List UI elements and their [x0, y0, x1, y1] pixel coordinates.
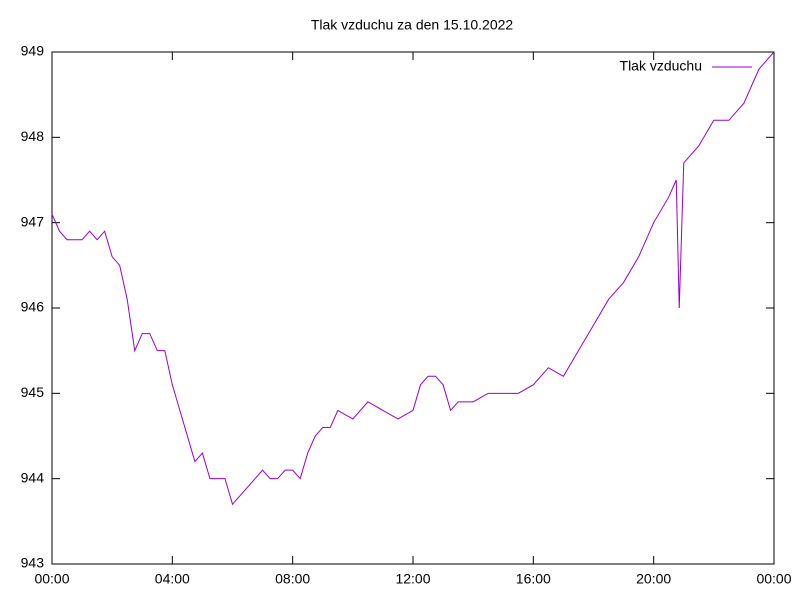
y-tick-label: 948 — [21, 128, 45, 144]
y-tick-label: 943 — [21, 555, 45, 571]
x-tick-label: 20:00 — [636, 571, 671, 587]
x-tick-label: 00:00 — [34, 571, 69, 587]
plot-border — [51, 51, 775, 565]
x-tick-label: 12:00 — [395, 571, 430, 587]
data-line — [51, 51, 775, 506]
x-tick-label: 16:00 — [516, 571, 551, 587]
y-tick-label: 945 — [21, 384, 45, 400]
y-tick-label: 947 — [21, 213, 45, 229]
y-tick-label: 944 — [21, 469, 45, 485]
y-tick-label: 949 — [21, 43, 45, 59]
x-tick-label: 08:00 — [275, 571, 310, 587]
x-tick-label: 04:00 — [155, 571, 190, 587]
y-tick-label: 946 — [21, 299, 45, 315]
x-tick-label: 00:00 — [756, 571, 791, 587]
chart-title: Tlak vzduchu za den 15.10.2022 — [311, 17, 514, 33]
legend-label: Tlak vzduchu — [620, 58, 702, 74]
